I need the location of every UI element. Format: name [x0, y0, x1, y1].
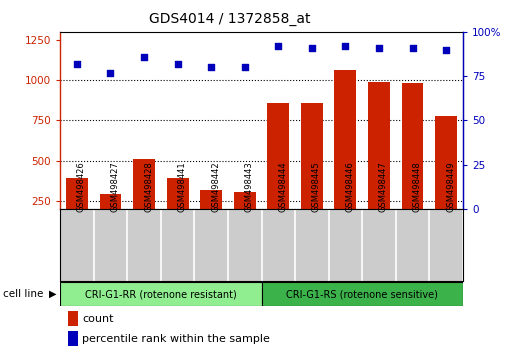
- Text: GSM498442: GSM498442: [211, 162, 220, 212]
- Text: GSM498445: GSM498445: [312, 162, 321, 212]
- Text: GSM498426: GSM498426: [77, 162, 86, 212]
- Text: GSM498444: GSM498444: [278, 162, 287, 212]
- Text: count: count: [82, 314, 114, 324]
- Point: [241, 64, 249, 70]
- Point: [375, 45, 383, 51]
- Bar: [133, 159, 155, 241]
- Text: GSM498447: GSM498447: [379, 162, 388, 212]
- Point: [408, 45, 417, 51]
- Point: [308, 45, 316, 51]
- Text: GSM498448: GSM498448: [413, 162, 422, 212]
- Point: [140, 54, 148, 59]
- Bar: [267, 103, 289, 241]
- Point: [274, 43, 282, 49]
- Text: cell line: cell line: [3, 289, 43, 299]
- Text: ▶: ▶: [49, 289, 56, 299]
- Bar: [402, 83, 424, 241]
- Point: [341, 43, 349, 49]
- Bar: [66, 178, 88, 241]
- Bar: [68, 331, 78, 346]
- Text: GSM498428: GSM498428: [144, 162, 153, 212]
- Bar: [368, 82, 390, 241]
- Text: GSM498449: GSM498449: [446, 162, 455, 212]
- Bar: [167, 178, 188, 241]
- Point: [106, 70, 115, 75]
- Bar: [301, 103, 323, 241]
- Text: GDS4014 / 1372858_at: GDS4014 / 1372858_at: [150, 12, 311, 27]
- Text: GSM498441: GSM498441: [178, 162, 187, 212]
- Text: CRI-G1-RR (rotenone resistant): CRI-G1-RR (rotenone resistant): [85, 289, 237, 299]
- Bar: [99, 194, 121, 241]
- Text: percentile rank within the sample: percentile rank within the sample: [82, 333, 270, 344]
- Bar: [335, 70, 356, 241]
- Point: [442, 47, 450, 52]
- Bar: [200, 190, 222, 241]
- Bar: [60, 282, 262, 306]
- Text: CRI-G1-RS (rotenone sensitive): CRI-G1-RS (rotenone sensitive): [286, 289, 438, 299]
- Bar: [234, 192, 256, 241]
- Point: [174, 61, 182, 67]
- Text: GSM498446: GSM498446: [345, 162, 355, 212]
- Bar: [262, 282, 463, 306]
- Point: [73, 61, 81, 67]
- Bar: [68, 311, 78, 326]
- Text: GSM498427: GSM498427: [110, 162, 119, 212]
- Text: GSM498443: GSM498443: [245, 162, 254, 212]
- Bar: [435, 116, 457, 241]
- Point: [207, 64, 215, 70]
